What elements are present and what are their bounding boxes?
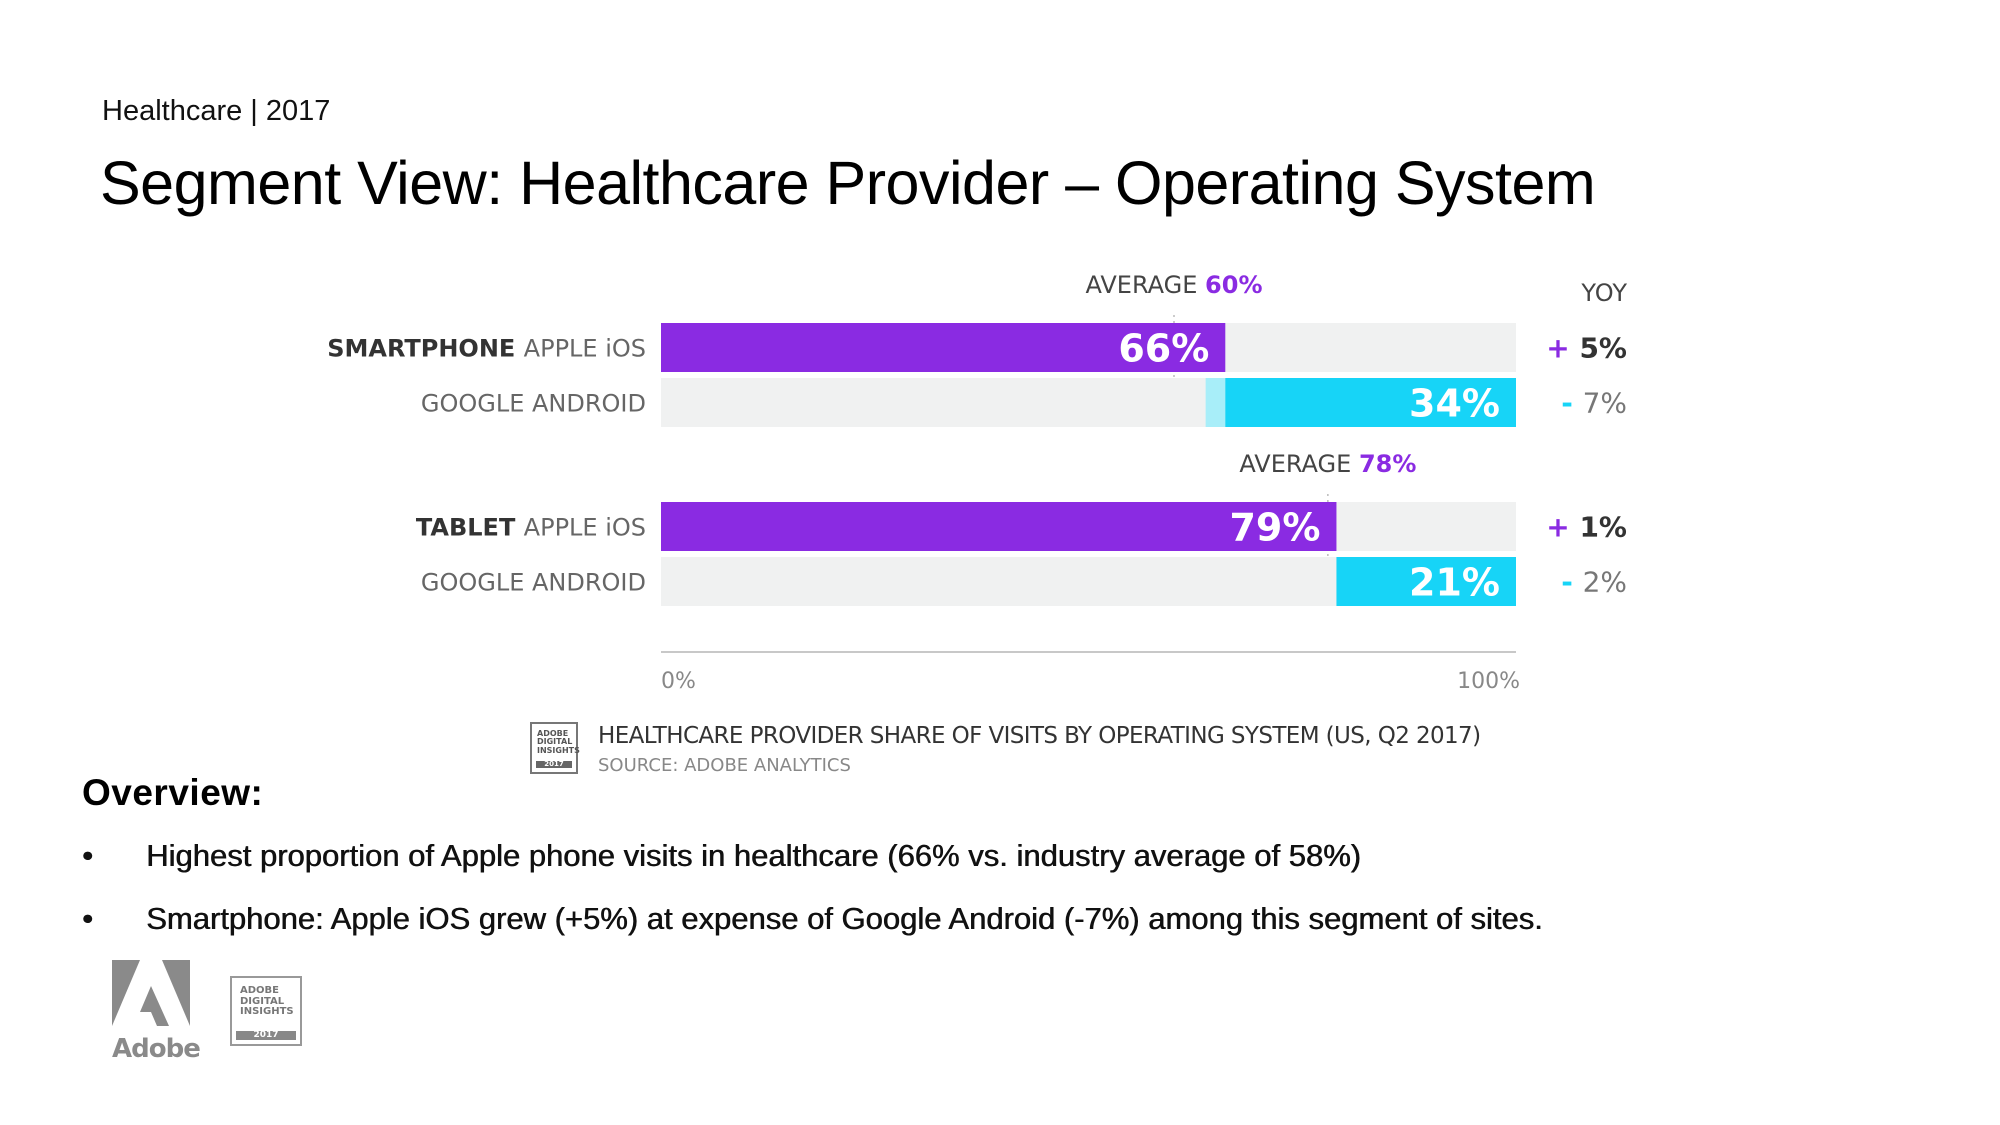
page-eyebrow: Healthcare | 2017	[102, 95, 331, 127]
bar-value-label: 66%	[1118, 327, 1209, 371]
bullet-icon: •	[82, 901, 93, 936]
category-label: GOOGLE ANDROID	[421, 569, 646, 597]
chart-caption: HEALTHCARE PROVIDER SHARE OF VISITS BY O…	[598, 723, 1481, 749]
x-tick-label: 100%	[1457, 669, 1520, 694]
adobe-logo-icon	[112, 960, 190, 1026]
bar-ios	[661, 502, 1337, 551]
category-label: TABLET APPLE iOS	[416, 514, 646, 542]
adobe-wordmark: Adobe	[112, 1034, 201, 1064]
bar-value-label: 21%	[1409, 561, 1500, 605]
average-label: AVERAGE 78%	[1239, 450, 1416, 478]
overview-bullet: • Highest proportion of Apple phone visit…	[82, 838, 1361, 873]
overview-title: Overview:	[82, 772, 264, 813]
bar-android-shade	[1205, 378, 1226, 427]
page-title: Segment View: Healthcare Provider – Oper…	[100, 149, 1596, 217]
yoy-value: - 2%	[1561, 566, 1627, 599]
yoy-value: + 1%	[1546, 511, 1627, 544]
overview-bullet: • Smartphone: Apple iOS grew (+5%) at exp…	[82, 901, 1543, 936]
bar-ios	[661, 323, 1226, 372]
yoy-header: YOY	[1580, 279, 1627, 307]
yoy-value: + 5%	[1546, 332, 1627, 365]
yoy-value: - 7%	[1561, 387, 1627, 420]
chart-source: SOURCE: ADOBE ANALYTICS	[598, 755, 851, 776]
category-label: SMARTPHONE APPLE iOS	[327, 335, 646, 363]
average-label: AVERAGE 60%	[1085, 271, 1262, 299]
bullet-icon: •	[82, 838, 93, 873]
bar-value-label: 79%	[1229, 506, 1320, 550]
bar-android	[1336, 557, 1516, 606]
overview-bullets: • Highest proportion of Apple phone visit…	[82, 838, 1942, 964]
category-label: GOOGLE ANDROID	[421, 390, 646, 418]
x-tick-label: 0%	[661, 669, 696, 694]
adobe-digital-insights-badge: ADOBE DIGITAL INSIGHTS 2017	[230, 976, 302, 1046]
os-share-chart: YOY AVERAGE 60% 66% SMARTPHONE APPLE iOS + 5…	[327, 271, 1627, 694]
bar-value-label: 34%	[1409, 382, 1500, 426]
bar-android	[1225, 378, 1516, 427]
adobe-digital-insights-badge-small: ADOBE DIGITAL INSIGHTS 2017	[530, 722, 580, 774]
